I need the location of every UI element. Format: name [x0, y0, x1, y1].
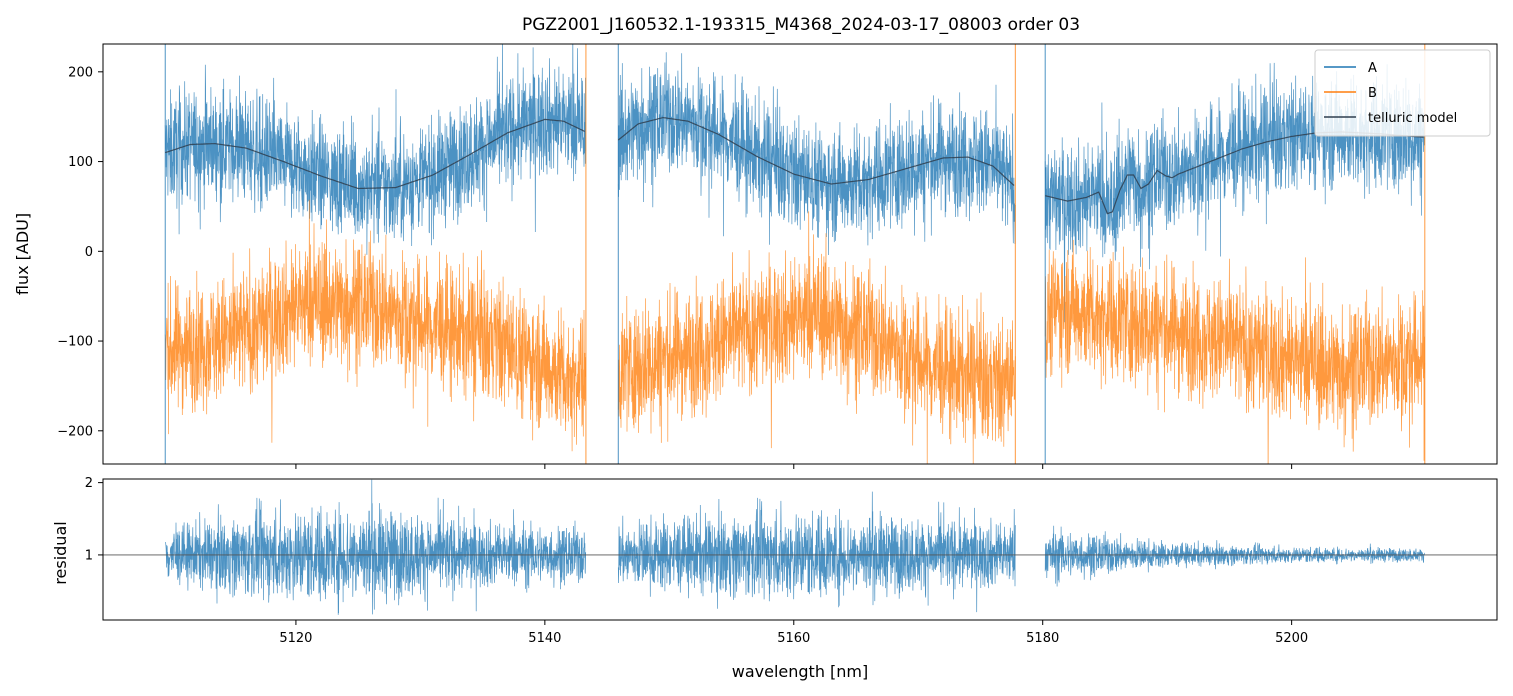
chart-title: PGZ2001_J160532.1-193315_M4368_2024-03-1… [522, 15, 1080, 35]
x-tick-label: 5200 [1275, 631, 1308, 646]
legend-label-0: A [1368, 61, 1377, 76]
flux-plot-frame [102, 43, 1498, 465]
residual-panel: 1 2 5120 5140 5160 5180 5200 residual wavelen… [51, 476, 1498, 681]
flux-y-axis-label: flux [ADU] [13, 213, 32, 295]
telluric-model-line-0 [165, 118, 585, 190]
flux-y-tick-label: 100 [68, 155, 93, 170]
flux-y-tick-label: −100 [57, 335, 93, 350]
flux-plot-area [103, 44, 1497, 464]
residual-plot-frame [102, 478, 1498, 621]
legend-label-2: telluric model [1368, 111, 1457, 126]
residual-y-tick-label: 1 [85, 548, 93, 563]
residual-line-1 [617, 491, 1016, 613]
flux-y-tick-label: −200 [57, 424, 93, 439]
legend-box [1314, 49, 1491, 137]
series-b-line-1 [617, 211, 1016, 464]
legend-label-1: B [1368, 86, 1377, 101]
series-a-line-1 [617, 52, 1016, 256]
flux-panel: −200 −100 0 100 200 flux [ADU] [13, 43, 1498, 469]
x-tick-label: 5140 [528, 631, 561, 646]
residual-y-tick-label: 2 [85, 476, 93, 491]
flux-y-tick-label: 0 [85, 245, 93, 260]
x-tick-label: 5160 [777, 631, 810, 646]
residual-y-axis-label: residual [51, 521, 70, 584]
residual-line-2 [1044, 525, 1426, 587]
series-b-line-0 [164, 199, 587, 452]
flux-y-tick-label: 200 [68, 65, 93, 80]
x-axis-label: wavelength [nm] [732, 662, 869, 681]
series-a-line-2 [1044, 62, 1426, 323]
x-tick-label: 5180 [1026, 631, 1059, 646]
telluric-model-line-1 [617, 116, 1015, 186]
series-a-line-0 [164, 44, 587, 255]
x-tick-label: 5120 [279, 631, 312, 646]
residual-line-0 [165, 479, 587, 615]
series-b-line-2 [1044, 239, 1426, 464]
